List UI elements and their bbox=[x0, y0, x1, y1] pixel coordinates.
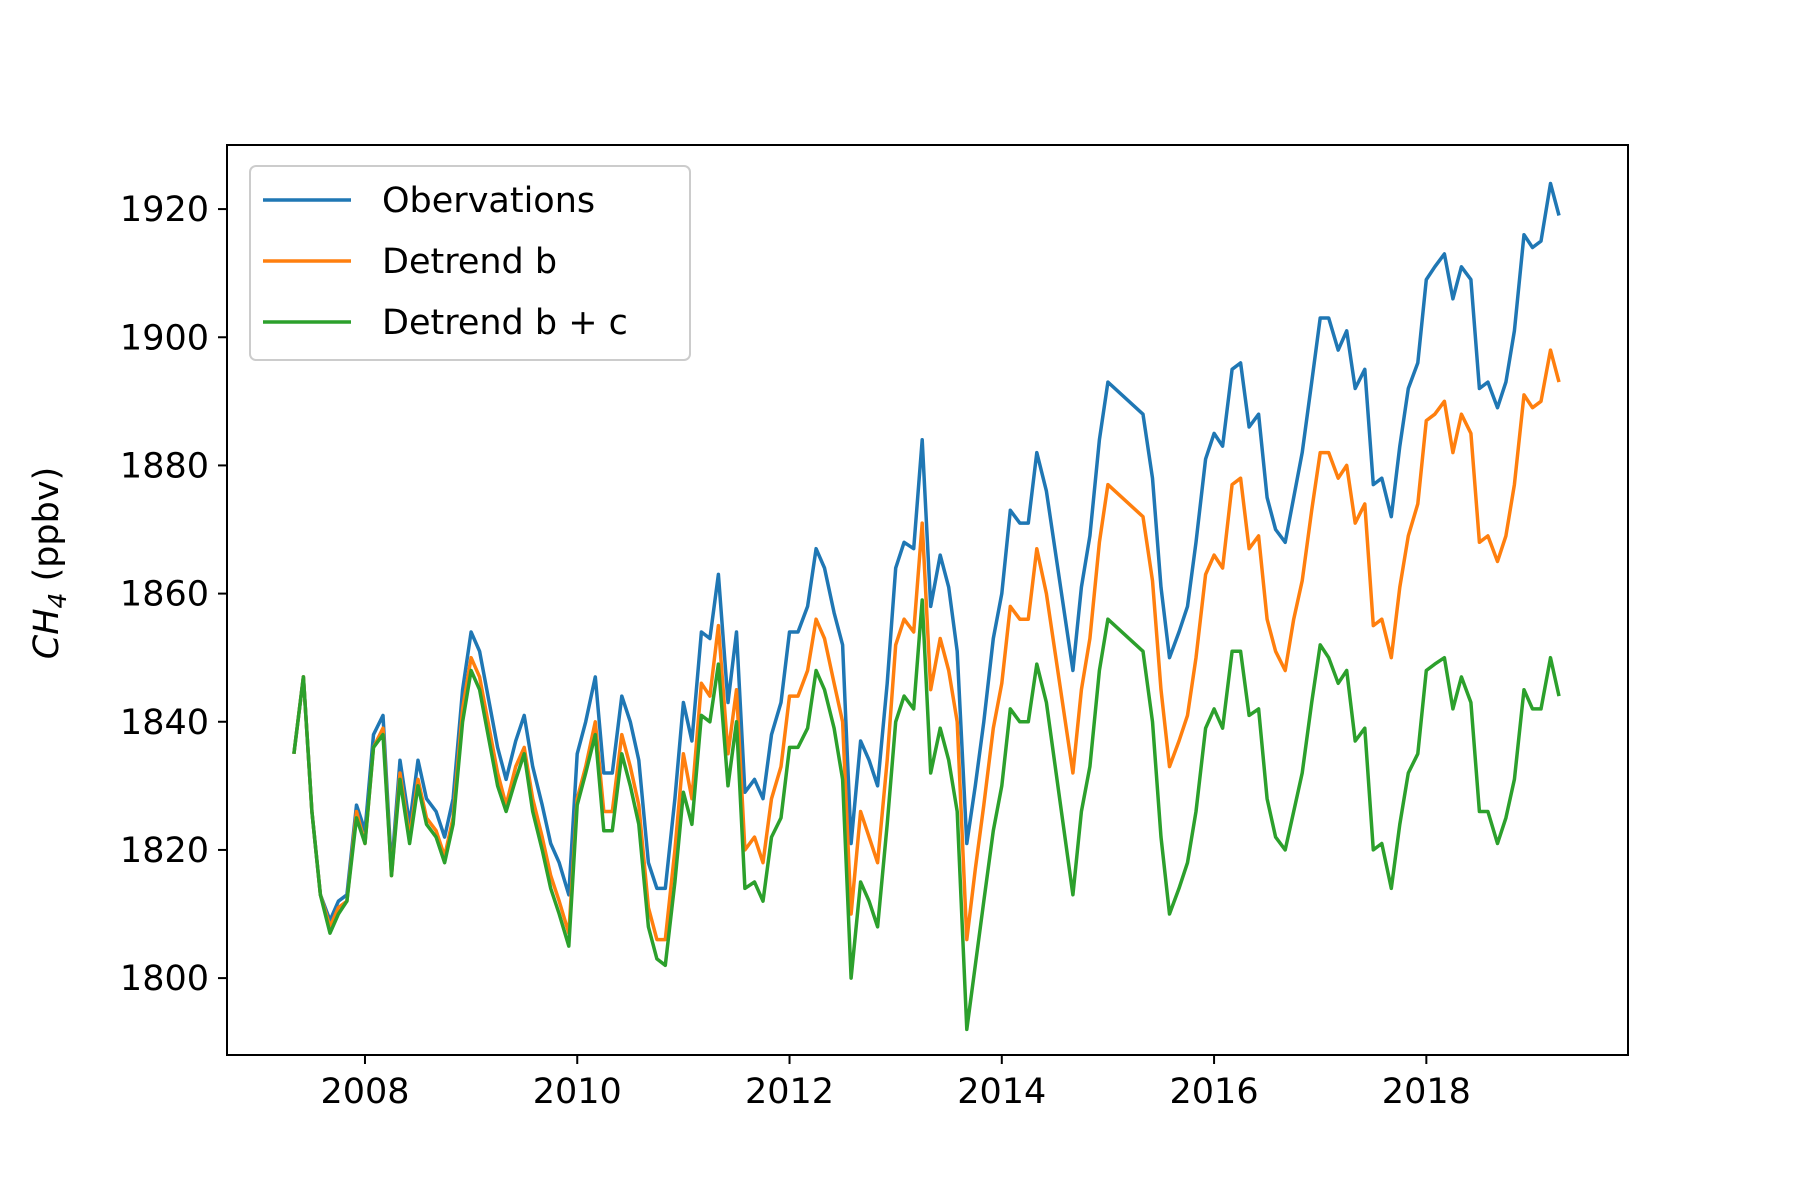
legend-label: Obervations bbox=[382, 181, 595, 221]
x-tick-label: 2016 bbox=[1170, 1072, 1259, 1112]
y-tick-label: 1860 bbox=[120, 575, 209, 615]
y-axis: 1800 1820 1840 1860 1880 1900 1920 bbox=[120, 190, 227, 999]
x-tick-label: 2018 bbox=[1382, 1072, 1471, 1112]
x-tick-label: 2012 bbox=[745, 1072, 834, 1112]
x-axis: 2008 2010 2012 2014 2016 2018 bbox=[320, 1055, 1471, 1112]
series-line-2 bbox=[292, 348, 1561, 942]
plot-area-frame bbox=[226, 144, 1629, 1056]
legend-label: Detrend b bbox=[382, 242, 557, 282]
series-line-1 bbox=[292, 181, 1561, 923]
y-axis-label: CH4 (ppbv) bbox=[27, 467, 72, 659]
y-tick-label: 1840 bbox=[120, 703, 209, 743]
x-tick-label: 2014 bbox=[957, 1072, 1046, 1112]
x-tick-label: 2008 bbox=[320, 1072, 409, 1112]
legend: Obervations Detrend b Detrend b + c bbox=[249, 165, 691, 361]
y-tick-label: 1880 bbox=[120, 446, 209, 486]
series-lines bbox=[292, 181, 1561, 1032]
y-tick-label: 1820 bbox=[120, 831, 209, 871]
legend-box bbox=[249, 165, 691, 361]
x-tick-label: 2010 bbox=[533, 1072, 622, 1112]
y-tick-label: 1800 bbox=[120, 959, 209, 999]
series-line-3 bbox=[292, 598, 1561, 1032]
legend-label: Detrend b + c bbox=[382, 303, 628, 343]
y-tick-label: 1900 bbox=[120, 318, 209, 358]
y-tick-label: 1920 bbox=[120, 190, 209, 230]
